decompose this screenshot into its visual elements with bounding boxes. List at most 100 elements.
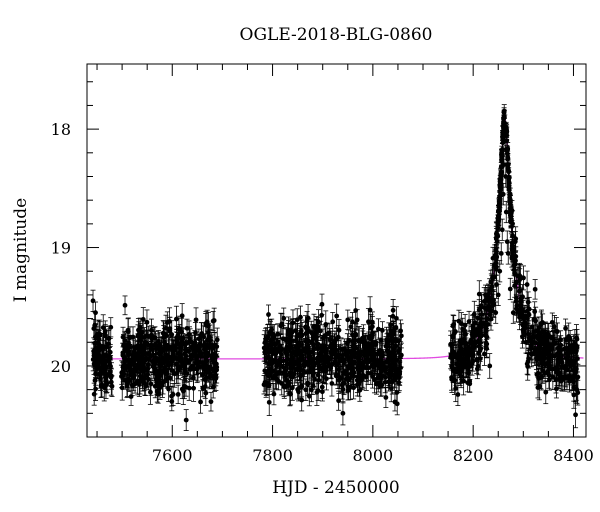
data-point [501, 107, 507, 119]
data-point [90, 289, 96, 312]
data-point [547, 368, 553, 391]
data-point [331, 333, 337, 361]
data-point [191, 374, 197, 402]
data-point [299, 388, 305, 412]
data-point [167, 316, 173, 345]
data-point [91, 343, 97, 368]
data-point [383, 387, 389, 408]
data-point [562, 358, 568, 377]
data-point [288, 354, 294, 382]
data-point [266, 304, 272, 325]
data-point [503, 200, 509, 224]
data-point [534, 346, 540, 374]
data-point [489, 263, 495, 292]
data-point [524, 353, 530, 375]
data-point [567, 362, 573, 391]
data-point [498, 242, 504, 265]
data-point [520, 265, 526, 291]
data-point [93, 326, 99, 347]
data-point [321, 356, 327, 384]
data-point [109, 375, 115, 397]
data-point [213, 365, 219, 391]
data-point [470, 318, 476, 346]
data-point [198, 390, 204, 414]
data-point [377, 355, 383, 379]
data-point [574, 376, 580, 404]
data-point [122, 295, 128, 316]
data-point [374, 351, 380, 371]
data-point [348, 359, 354, 388]
data-point [93, 301, 99, 324]
data-point [563, 318, 569, 339]
data-point [346, 338, 352, 366]
data-point [211, 307, 217, 334]
data-point [202, 370, 208, 389]
data-point [203, 354, 209, 377]
data-point [558, 330, 564, 350]
data-point [335, 325, 341, 350]
data-point [139, 327, 145, 347]
data-point [514, 295, 520, 316]
data-point [361, 348, 367, 375]
data-point [283, 326, 289, 353]
data-point [146, 353, 152, 376]
data-point [183, 409, 189, 431]
data-point [470, 350, 476, 372]
data-point [507, 277, 513, 301]
data-point [203, 313, 209, 335]
data-point [270, 363, 276, 392]
axis-ticks [87, 64, 586, 438]
data-point [137, 365, 143, 387]
data-point [502, 129, 508, 153]
data-point [505, 145, 511, 154]
data-point [182, 354, 188, 382]
data-point [264, 364, 270, 383]
data-point [142, 371, 148, 396]
data-point [553, 357, 559, 382]
data-point [291, 338, 297, 366]
data-point [476, 280, 482, 308]
data-point [337, 345, 343, 374]
data-point [303, 338, 309, 365]
data-point [384, 326, 390, 354]
data-point [340, 375, 346, 404]
x-tick-label: 8200 [453, 446, 494, 465]
data-point [261, 334, 267, 362]
data-point [298, 363, 304, 388]
data-point [481, 341, 487, 366]
data-point [266, 388, 272, 416]
data-point [495, 218, 501, 231]
data-point [135, 341, 141, 366]
data-point [177, 346, 183, 371]
data-point [319, 293, 325, 315]
data-point [353, 297, 359, 324]
x-tick-label: 7800 [252, 446, 293, 465]
data-point [495, 283, 501, 306]
data-point [458, 312, 464, 336]
data-point [370, 364, 376, 389]
data-point [378, 327, 384, 353]
data-point [543, 380, 549, 405]
data-point [124, 370, 130, 397]
data-point [305, 317, 311, 338]
data-point [462, 329, 468, 355]
data-point [398, 319, 404, 343]
data-point [209, 343, 215, 369]
y-tick-label: 18 [51, 120, 71, 139]
data-point [359, 327, 365, 349]
data-point [297, 305, 303, 329]
data-point [195, 353, 201, 374]
data-point [526, 301, 532, 328]
data-point [334, 366, 340, 385]
x-tick-label: 8400 [553, 446, 594, 465]
data-point [366, 331, 372, 357]
data-point [392, 344, 398, 367]
data-point [521, 304, 527, 328]
x-axis-label: HJD - 2450000 [272, 478, 400, 498]
data-point [451, 367, 457, 395]
data-point [546, 361, 552, 389]
data-point [155, 384, 161, 404]
data-point [471, 300, 477, 328]
data-point [273, 368, 279, 391]
